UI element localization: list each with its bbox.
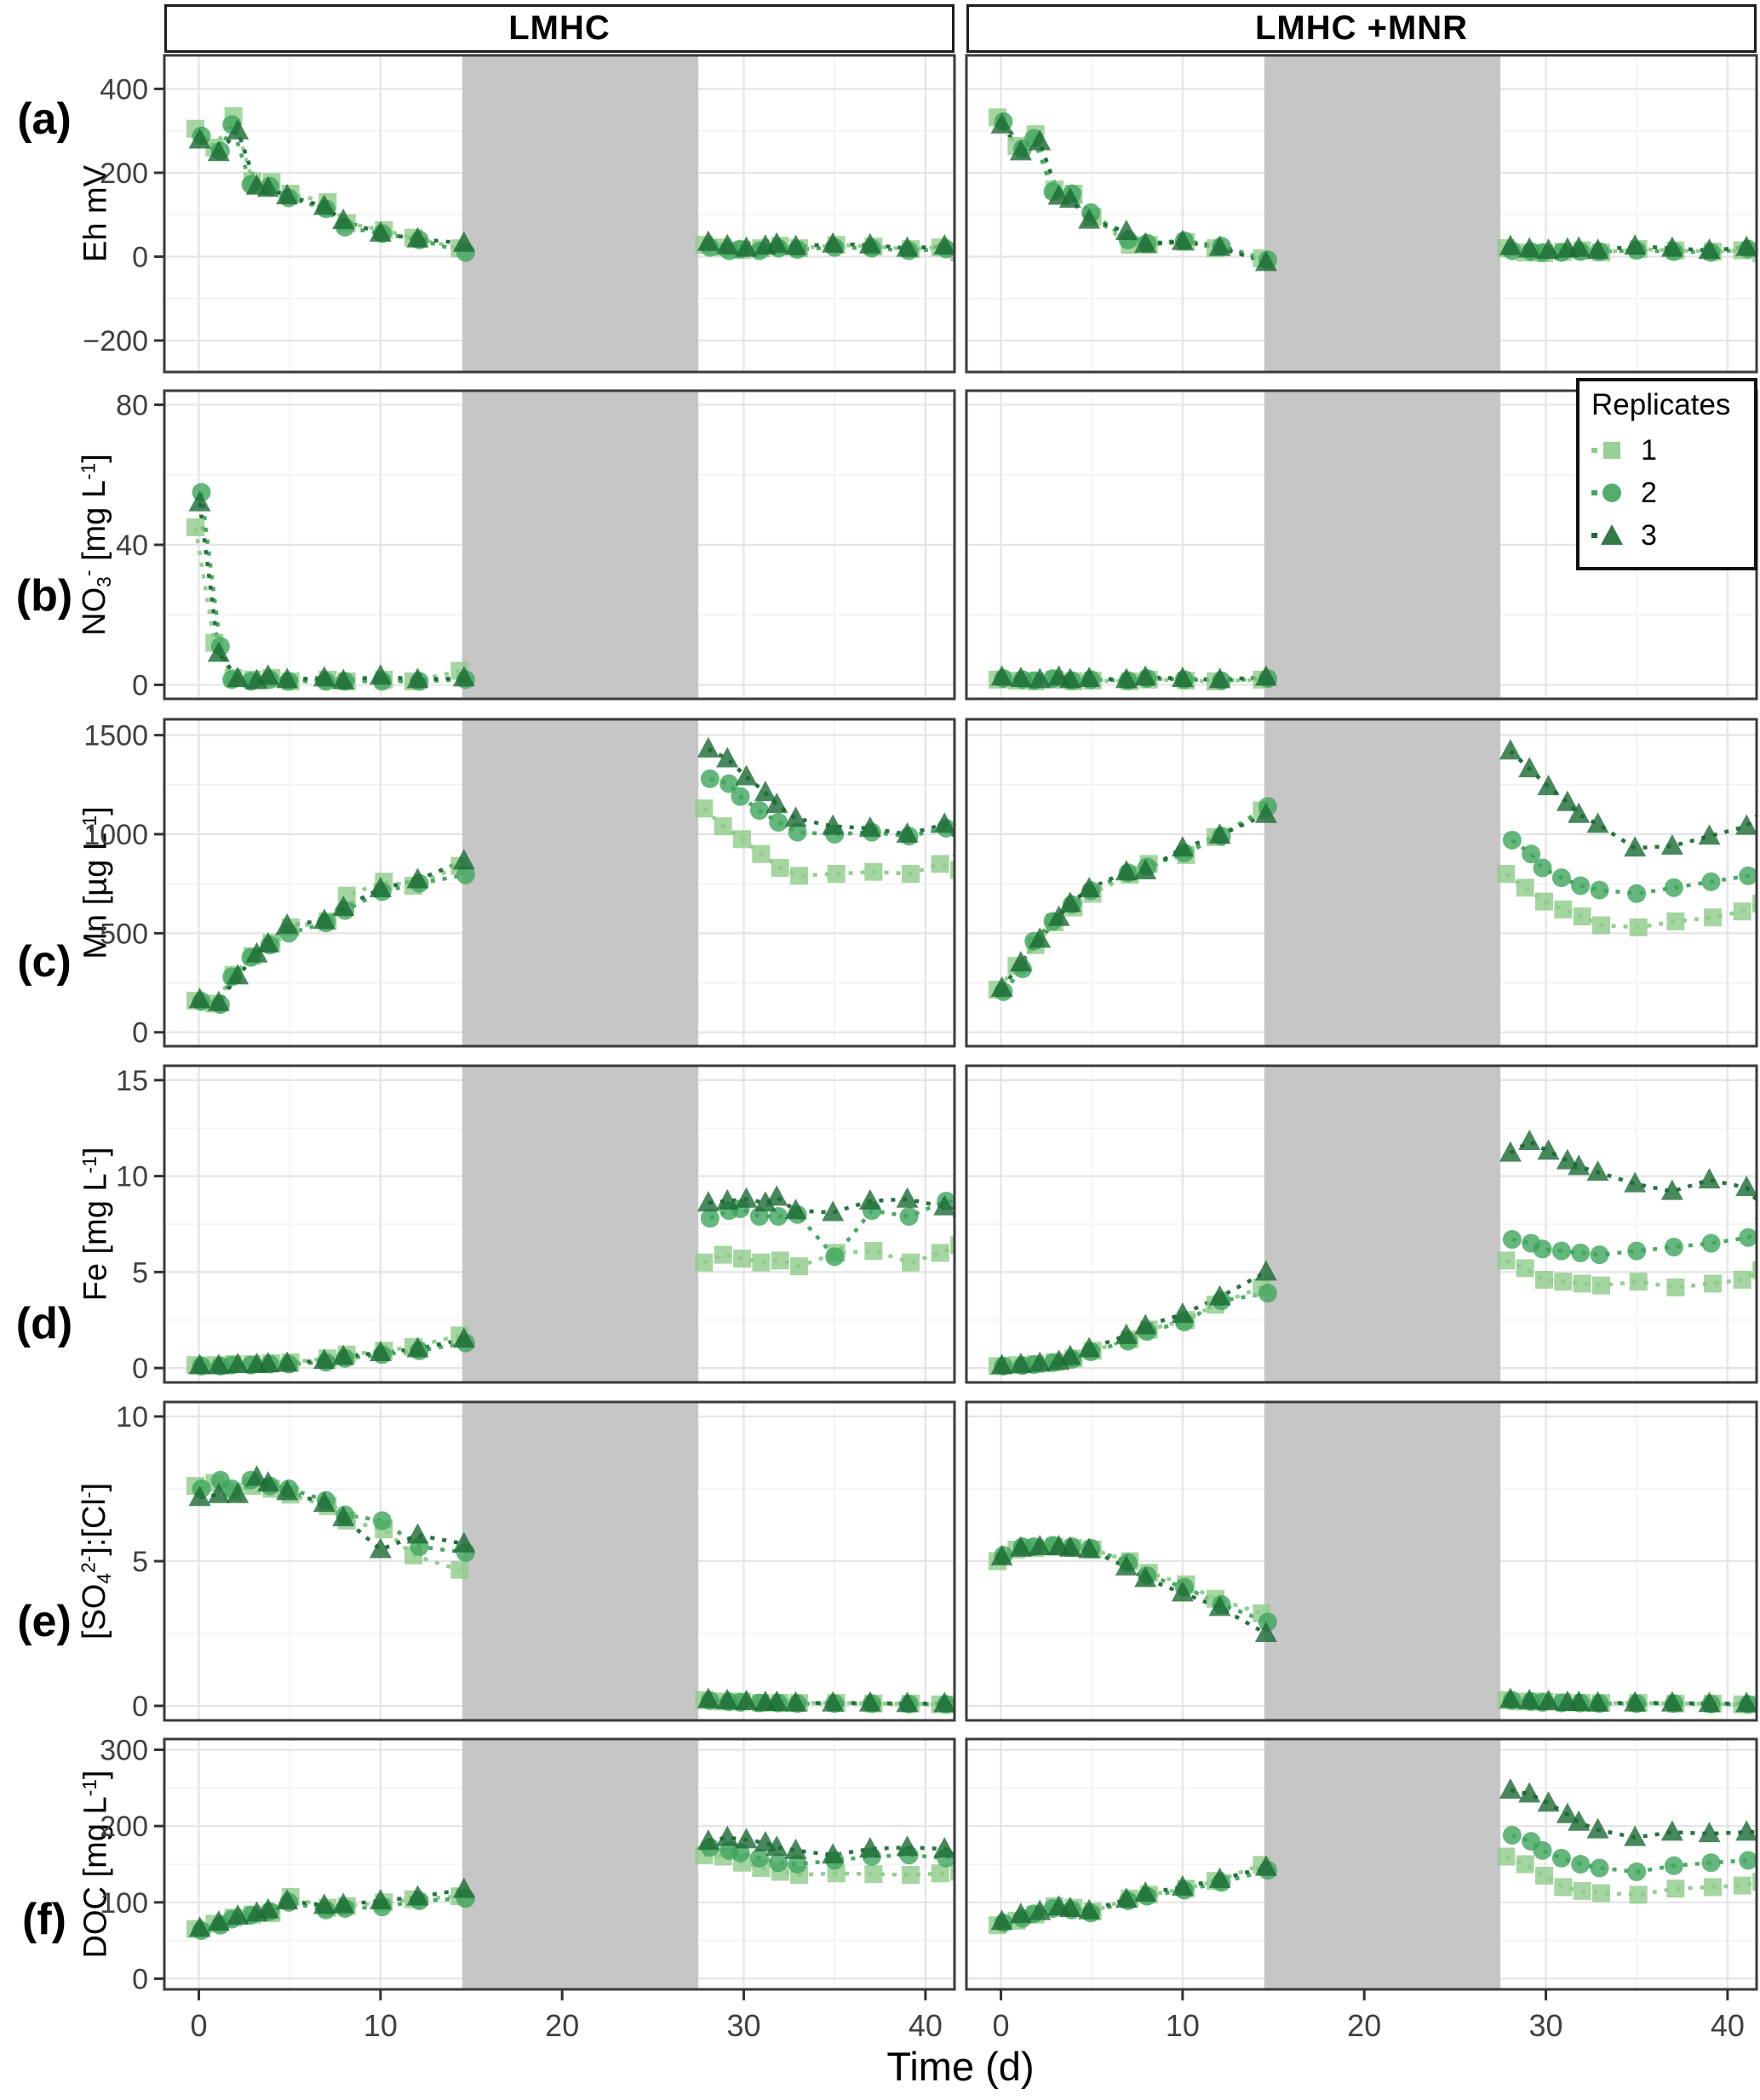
svg-text:10: 10	[1166, 2008, 1200, 2043]
circle-marker-icon	[1591, 484, 1621, 502]
legend-item-replicate-2: 2	[1591, 472, 1746, 514]
legend-items: 1 2 3	[1591, 429, 1746, 557]
svg-text:0: 0	[132, 670, 148, 702]
svg-text:40: 40	[909, 2008, 943, 2043]
y-axis-label-d: Fe [mg L-1]	[77, 1147, 114, 1302]
svg-text:200: 200	[100, 1811, 148, 1843]
square-marker-icon	[1591, 442, 1620, 459]
legend-item-label: 1	[1641, 433, 1657, 466]
svg-text:1000: 1000	[83, 819, 148, 851]
svg-text:100: 100	[100, 1887, 148, 1920]
legend: Replicates 1 2 3	[1576, 378, 1757, 570]
chart-row-d: 0 5 10 15	[116, 1064, 1758, 1385]
svg-text:5: 5	[132, 1546, 148, 1578]
svg-text:300: 300	[100, 1735, 148, 1767]
panel-tag-b: (b)	[15, 571, 73, 621]
legend-item-label: 2	[1641, 476, 1657, 509]
svg-text:20: 20	[1347, 2008, 1381, 2043]
y-axis-label-b: NO3- [mg L-1]	[77, 454, 115, 636]
svg-text:5: 5	[132, 1256, 148, 1289]
svg-text:400: 400	[100, 73, 148, 106]
chart-row-a: −200 0 200 400	[83, 54, 1758, 374]
svg-text:40: 40	[1711, 2008, 1745, 2043]
svg-text:−200: −200	[83, 325, 148, 358]
svg-text:10: 10	[116, 1401, 148, 1433]
legend-item-replicate-1: 1	[1591, 429, 1746, 472]
chart-row-c: 0 500 1000 1500	[83, 718, 1758, 1050]
svg-text:0: 0	[132, 1963, 148, 1995]
x-axis: 0 10 20 30 40 0 10 20 30 40	[191, 1989, 1745, 2043]
panel-tag-a: (a)	[17, 94, 72, 144]
svg-text:30: 30	[727, 2008, 761, 2043]
x-axis-title: Time (d)	[886, 2044, 1035, 2089]
svg-text:15: 15	[116, 1065, 148, 1097]
svg-text:10: 10	[364, 2008, 398, 2043]
panel-tag-f: (f)	[22, 1895, 66, 1944]
facet-header-lmhc: LMHC	[164, 4, 955, 53]
legend-item-replicate-3: 3	[1591, 514, 1746, 557]
chart-row-b: 0 40 80	[116, 389, 1758, 702]
svg-text:0: 0	[132, 1691, 148, 1723]
svg-text:40: 40	[116, 529, 148, 562]
svg-text:0: 0	[993, 2008, 1010, 2043]
legend-item-label: 3	[1641, 518, 1657, 552]
svg-text:0: 0	[132, 1017, 148, 1050]
panel-tag-d: (d)	[15, 1299, 73, 1348]
svg-text:80: 80	[116, 389, 148, 421]
y-axis-label-f: DOC [mg L-1]	[77, 1770, 114, 1959]
svg-text:0: 0	[132, 242, 148, 274]
svg-text:0: 0	[132, 1353, 148, 1385]
facet-header-lmhc-mnr: LMHC +MNR	[966, 4, 1757, 53]
panel-tag-e: (e)	[17, 1597, 72, 1646]
triangle-marker-icon	[1591, 524, 1623, 545]
chart-row-e: 0 5 10	[116, 1400, 1758, 1723]
svg-text:0: 0	[191, 2008, 208, 2043]
svg-text:200: 200	[100, 157, 148, 190]
y-axis-label-e: [SO42-]:[Cl-]	[77, 1482, 115, 1640]
svg-text:10: 10	[116, 1161, 148, 1193]
legend-title: Replicates	[1591, 388, 1731, 421]
svg-text:500: 500	[100, 918, 148, 950]
svg-text:1500: 1500	[83, 720, 148, 752]
svg-text:20: 20	[545, 2008, 579, 2043]
panel-tag-c: (c)	[17, 937, 72, 987]
chart-row-f: 0 100 200 300	[100, 1735, 1758, 1995]
svg-text:30: 30	[1529, 2008, 1563, 2043]
